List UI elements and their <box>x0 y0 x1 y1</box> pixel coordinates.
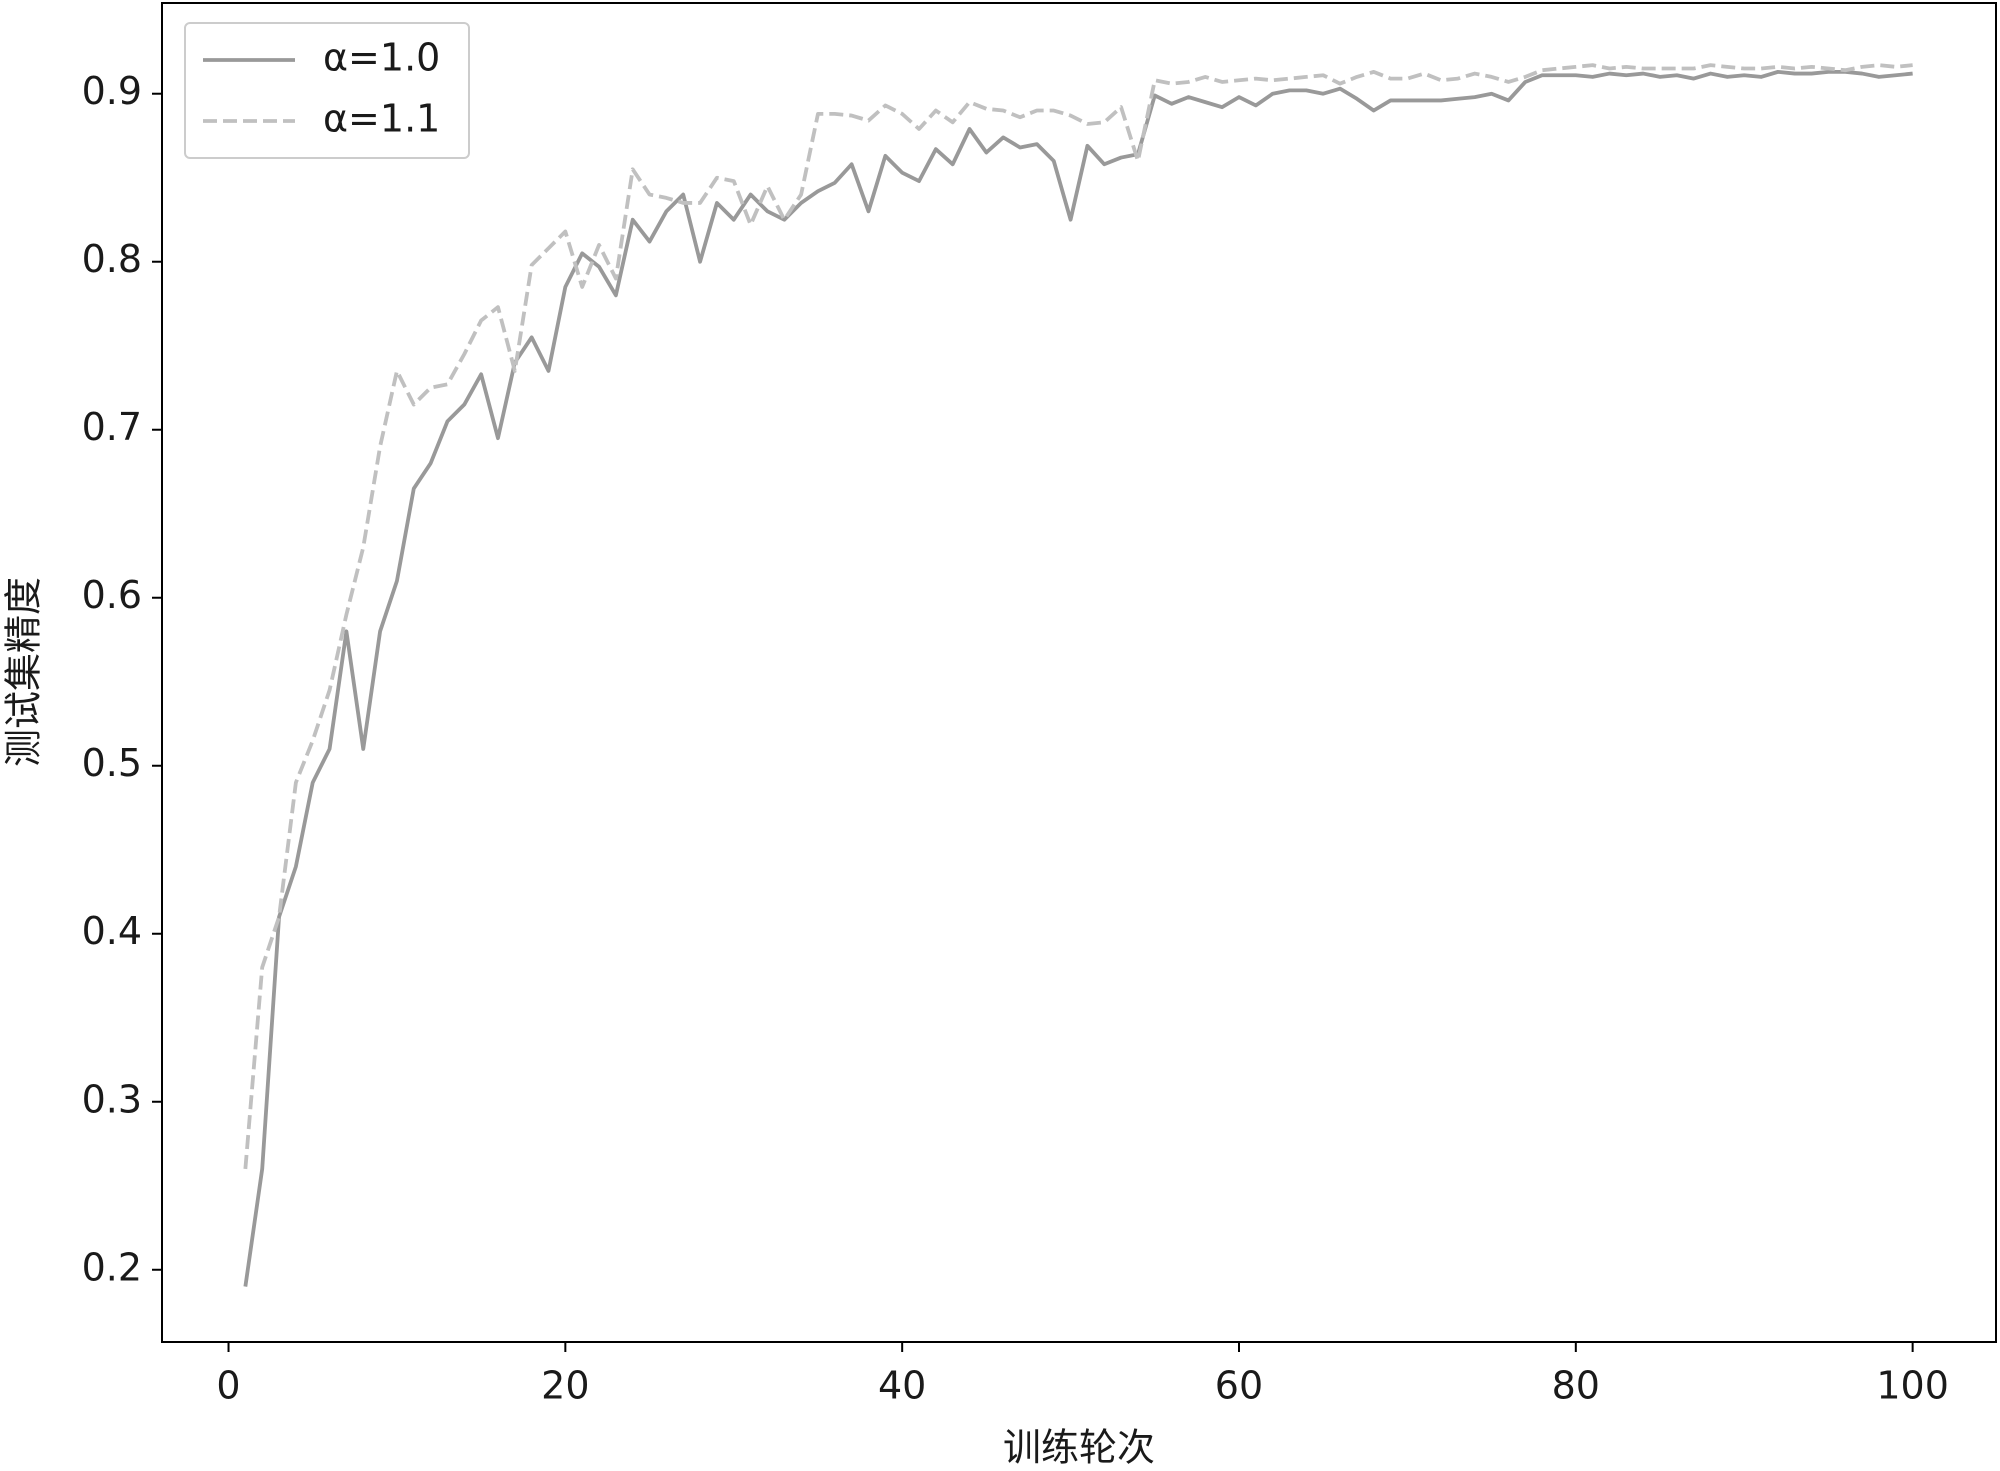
x-tick-label: 40 <box>878 1364 926 1408</box>
y-tick-label: 0.7 <box>82 405 142 449</box>
x-tick-label: 80 <box>1552 1364 1600 1408</box>
x-tick-label: 60 <box>1215 1364 1263 1408</box>
y-tick-label: 0.2 <box>82 1245 142 1289</box>
x-tick-label: 0 <box>216 1364 240 1408</box>
y-axis-label: 测试集精度 <box>2 577 46 767</box>
y-tick-label: 0.3 <box>82 1077 142 1121</box>
x-axis-label: 训练轮次 <box>1003 1426 1155 1470</box>
legend-label: α=1.1 <box>323 97 440 141</box>
line-series <box>243 69 1913 1287</box>
legend-label: α=1.0 <box>323 36 440 80</box>
y-tick-label: 0.9 <box>82 69 142 113</box>
y-tick-label: 0.6 <box>82 573 142 617</box>
plot-frame <box>161 2 1997 1343</box>
y-tick-label: 0.5 <box>82 741 142 785</box>
legend-box <box>184 22 470 159</box>
y-tick-label: 0.8 <box>82 237 142 281</box>
line-series <box>243 63 1913 1170</box>
x-tick-label: 20 <box>541 1364 589 1408</box>
x-tick-label: 100 <box>1876 1364 1949 1408</box>
y-tick-label: 0.4 <box>82 909 142 953</box>
